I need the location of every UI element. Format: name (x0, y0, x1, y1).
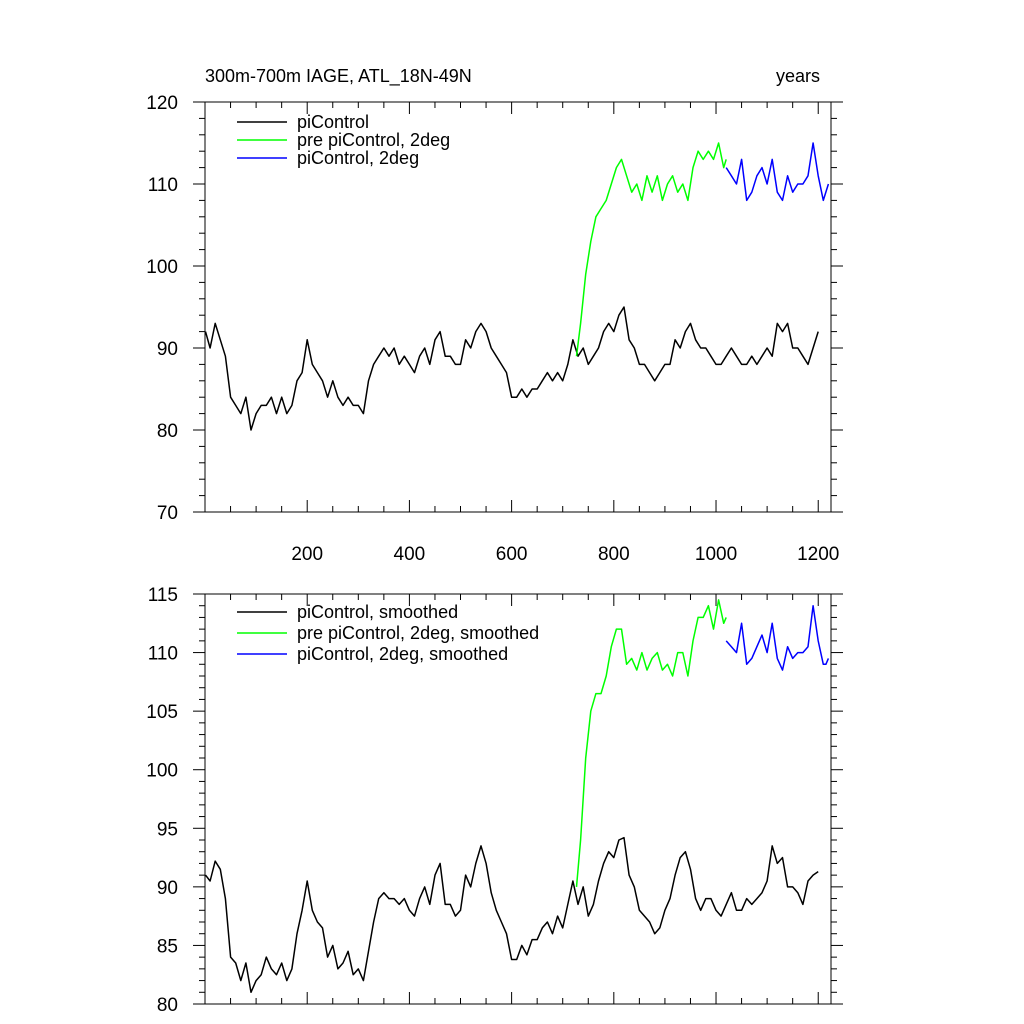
y-tick-label: 90 (157, 339, 178, 360)
top-axis-tick-labels: 200 400 600 800 1000 1200 70 80 90 100 110 120 (146, 93, 839, 565)
legend-label: piControl, 2deg, smoothed (297, 644, 508, 664)
bottom-axis-ticks (193, 593, 843, 1005)
y-tick-label: 100 (146, 257, 178, 278)
chart-title: 300m-700m IAGE, ATL_18N-49N (205, 66, 472, 87)
x-tick-label: 200 (291, 544, 323, 565)
series-line-1 (204, 836, 819, 994)
top-plot-frame (204, 101, 832, 513)
y-tick-label: 115 (148, 585, 178, 606)
x-tick-label: 1200 (797, 544, 839, 565)
x-tick-label: 1000 (695, 544, 737, 565)
legend-label: pre piControl, 2deg (297, 130, 450, 150)
bottom-plot-frame (204, 593, 832, 1005)
series-line-2 (575, 142, 727, 357)
y-tick-label: 80 (157, 421, 178, 442)
y-tick-label: 110 (148, 644, 178, 665)
y-tick-label: 85 (157, 936, 178, 957)
units-label: years (776, 66, 820, 86)
y-tick-label: 70 (157, 503, 178, 524)
y-tick-label: 110 (148, 175, 178, 196)
y-tick-label: 100 (146, 761, 178, 782)
legend-label: piControl, smoothed (297, 602, 458, 622)
top-panel: 300m-700m IAGE, ATL_18N-49N years 200 400… (146, 66, 843, 565)
top-axis-ticks (193, 101, 843, 513)
y-tick-label: 90 (157, 878, 178, 899)
legend-label: pre piControl, 2deg, smoothed (297, 623, 539, 643)
bottom-plot-area (204, 599, 830, 994)
top-plot-area (204, 142, 830, 431)
series-line-3 (725, 142, 830, 202)
x-tick-label: 800 (598, 544, 630, 565)
y-tick-label: 95 (157, 819, 178, 840)
bottom-axis-tick-labels: 80 85 90 95 100 105 110 115 (146, 585, 178, 1016)
y-tick-label: 105 (146, 702, 178, 723)
series-line-2 (575, 599, 727, 887)
bottom-panel: 80 85 90 95 100 105 110 115 piControl, smoothed… (146, 585, 843, 1016)
x-tick-label: 400 (394, 544, 426, 565)
x-tick-label: 600 (496, 544, 528, 565)
y-tick-label: 120 (146, 93, 178, 114)
legend-label: piControl, 2deg (297, 148, 419, 168)
y-tick-label: 80 (157, 995, 178, 1016)
series-line-1 (204, 306, 819, 431)
series-line-3 (725, 604, 830, 671)
legend-label: piControl (297, 112, 369, 132)
